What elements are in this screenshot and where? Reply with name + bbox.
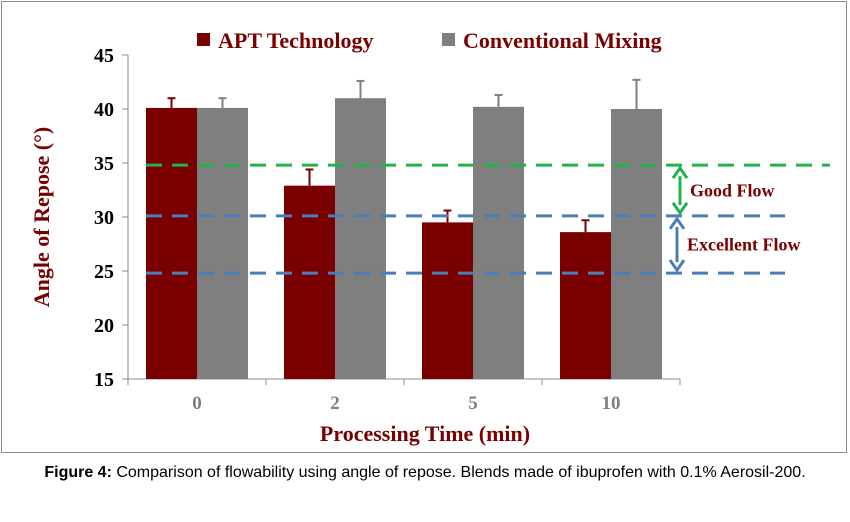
bar-conventional-mixing — [473, 106, 524, 379]
y-axis-title: Angle of Repose (°) — [29, 127, 54, 308]
y-tick-label: 45 — [94, 45, 114, 67]
annotation-label: Excellent Flow — [687, 235, 800, 255]
y-tick-label: 30 — [94, 207, 114, 229]
bar-apt-technology — [284, 185, 335, 379]
legend-label: APT Technology — [218, 28, 373, 53]
x-axis-title: Processing Time (min) — [320, 421, 530, 446]
x-tick-label: 5 — [468, 393, 478, 414]
y-tick-label: 40 — [94, 99, 114, 121]
annotation-label: Good Flow — [690, 181, 775, 201]
legend-label: Conventional Mixing — [463, 28, 662, 53]
x-tick-label: 10 — [602, 393, 621, 414]
bar-apt-technology — [422, 222, 473, 379]
annotation-arrow-head — [668, 216, 686, 230]
caption-text: Comparison of flowability using angle of… — [111, 464, 806, 481]
caption-label: Figure 4: — [44, 464, 112, 481]
legend-swatch — [442, 33, 455, 46]
figure-caption: Figure 4: Comparison of flowability usin… — [0, 462, 850, 483]
annotation-arrow-head — [668, 259, 686, 273]
y-tick-label: 25 — [94, 261, 114, 283]
y-tick-label: 35 — [94, 153, 114, 175]
bar-apt-technology — [560, 232, 611, 379]
legend-swatch — [197, 33, 210, 46]
bar-conventional-mixing — [611, 109, 662, 379]
bar-apt-technology — [146, 107, 197, 380]
annotation-arrow-head — [671, 202, 689, 216]
bar-conventional-mixing — [335, 98, 386, 379]
y-tick-label: 20 — [94, 315, 114, 337]
x-tick-label: 0 — [192, 393, 202, 414]
x-tick-label: 2 — [330, 393, 340, 414]
annotation-arrow-head — [671, 165, 689, 180]
bar-conventional-mixing — [197, 107, 248, 380]
y-tick-label: 15 — [94, 369, 114, 391]
